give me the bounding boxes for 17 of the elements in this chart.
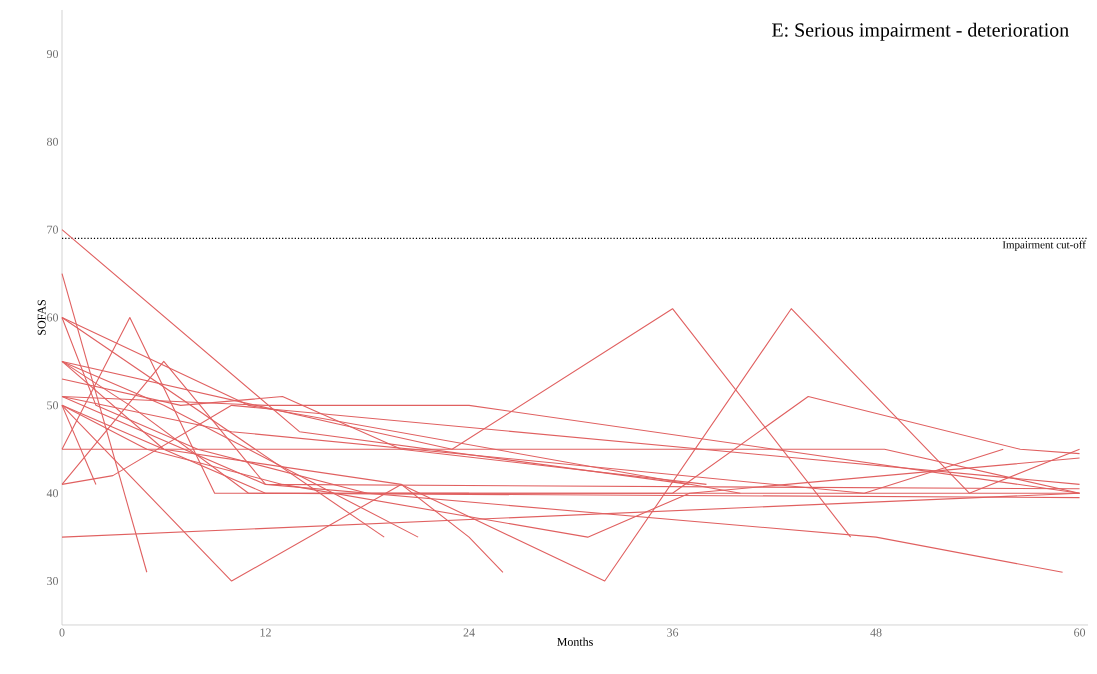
y-tick-label: 30	[47, 577, 59, 586]
y-tick-label: 40	[46, 489, 59, 498]
y-axis-title: SOFAS	[37, 300, 46, 335]
x-tick-label: 0	[59, 628, 65, 637]
y-tick-label: 90	[46, 49, 59, 58]
x-axis-title: Months	[557, 637, 593, 646]
x-tick-label: 12	[260, 628, 271, 637]
y-tick-label: 50	[47, 401, 59, 410]
ref-line-label: Impairment cut-off	[1002, 240, 1086, 251]
y-tick-label: 60	[47, 313, 59, 322]
text: E: Serious impairment - deterioration	[772, 22, 1069, 41]
x-tick-label: 60	[1074, 628, 1086, 637]
x-tick-label: 36	[667, 628, 679, 637]
y-tick-label: 70	[47, 225, 59, 234]
y-tick-label: 80	[46, 137, 59, 146]
x-tick-label: 48	[870, 628, 882, 637]
x-tick-label: 24	[463, 628, 475, 637]
